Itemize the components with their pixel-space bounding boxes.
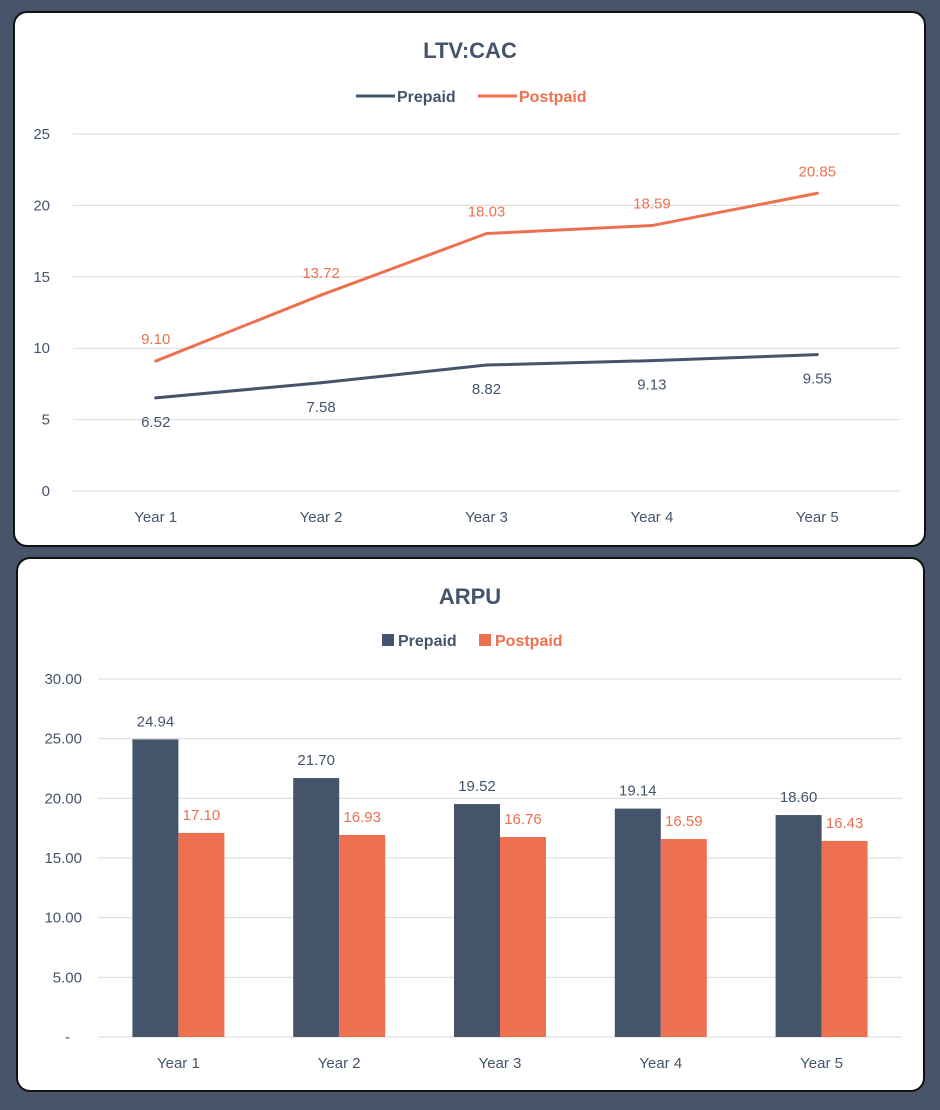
x-tick-label: Year 1 xyxy=(157,1055,200,1072)
y-tick-label: 0 xyxy=(42,483,50,500)
bar-postpaid xyxy=(660,839,707,1037)
data-point xyxy=(650,224,654,228)
data-label: 9.10 xyxy=(141,331,170,348)
data-label: 20.85 xyxy=(799,163,837,180)
x-tick-label: Year 4 xyxy=(639,1055,682,1072)
data-label: 19.14 xyxy=(619,783,657,800)
bar-prepaid xyxy=(293,778,340,1037)
data-point xyxy=(815,353,819,357)
y-tick-label: - xyxy=(65,1029,70,1046)
data-point xyxy=(485,232,488,236)
y-tick-label: 5.00 xyxy=(53,969,82,986)
data-label: 17.10 xyxy=(183,807,221,824)
x-tick-label: Year 3 xyxy=(479,1055,522,1072)
y-tick-label: 5 xyxy=(42,412,50,429)
y-tick-label: 25 xyxy=(33,126,50,143)
y-tick-label: 15.00 xyxy=(44,850,82,867)
x-tick-label: Year 5 xyxy=(796,509,839,526)
data-label: 24.94 xyxy=(137,713,175,730)
ltv-cac-chart: LTV:CAC Prepaid Postpaid 0 5 10 15 20 25 Year … xyxy=(33,38,900,526)
legend-marker-postpaid xyxy=(479,634,491,646)
data-label: 6.52 xyxy=(141,414,170,431)
arpu-chart: ARPU Prepaid Postpaid - 5.00 10.00 15.00 20.… xyxy=(44,584,902,1072)
data-label: 16.93 xyxy=(343,809,381,826)
bar-postpaid xyxy=(339,834,386,1037)
chart-title: LTV:CAC xyxy=(423,38,517,63)
chart-title: ARPU xyxy=(439,584,501,609)
bar-postpaid xyxy=(178,832,225,1037)
data-label: 8.82 xyxy=(472,381,501,398)
data-label: 18.59 xyxy=(633,196,671,213)
data-point xyxy=(650,359,654,363)
legend-marker-prepaid xyxy=(382,634,394,646)
data-label: 18.03 xyxy=(468,204,506,221)
legend-label-postpaid: Postpaid xyxy=(495,633,563,650)
data-label: 9.55 xyxy=(803,371,832,388)
data-label: 7.58 xyxy=(306,399,335,416)
bar-prepaid xyxy=(614,808,661,1037)
data-point xyxy=(485,363,488,367)
x-tick-label: Year 2 xyxy=(318,1055,361,1072)
bar-prepaid xyxy=(132,739,179,1037)
data-label: 16.76 xyxy=(504,811,542,828)
data-point xyxy=(154,396,158,400)
data-label: 21.70 xyxy=(297,752,335,769)
y-tick-label: 20 xyxy=(33,197,50,214)
bar-postpaid xyxy=(821,840,868,1037)
x-tick-label: Year 4 xyxy=(630,509,673,526)
y-tick-label: 30.00 xyxy=(44,671,82,688)
data-label: 9.13 xyxy=(637,377,666,394)
x-tick-label: Year 5 xyxy=(800,1055,843,1072)
legend-label-prepaid: Prepaid xyxy=(397,89,456,106)
data-label: 16.59 xyxy=(665,813,703,830)
y-tick-label: 10.00 xyxy=(44,910,82,927)
data-point xyxy=(319,293,323,297)
plot-area: 0 5 10 15 20 25 Year 1 Year 2 Year 3 Year 4 Year 5… xyxy=(33,126,900,526)
data-point xyxy=(319,381,323,385)
legend: Prepaid Postpaid xyxy=(356,89,587,106)
plot-area: - 5.00 10.00 15.00 20.00 25.00 30.00 Year 1 24.9… xyxy=(44,671,902,1072)
arpu-chart-panel: ARPU Prepaid Postpaid - 5.00 10.00 15.00 20.… xyxy=(16,557,925,1092)
data-label: 19.52 xyxy=(458,778,496,795)
data-label: 13.72 xyxy=(302,265,340,282)
ltv-cac-chart-panel: LTV:CAC Prepaid Postpaid 0 5 10 15 20 25 Year … xyxy=(13,11,926,547)
bar-prepaid xyxy=(775,815,822,1037)
x-tick-label: Year 1 xyxy=(134,509,177,526)
y-tick-label: 10 xyxy=(33,340,50,357)
bar-postpaid xyxy=(500,836,546,1037)
x-tick-label: Year 2 xyxy=(300,509,343,526)
bar-prepaid xyxy=(454,804,500,1037)
legend-label-prepaid: Prepaid xyxy=(398,633,457,650)
y-tick-label: 25.00 xyxy=(44,731,82,748)
y-tick-label: 20.00 xyxy=(44,790,82,807)
legend: Prepaid Postpaid xyxy=(382,633,563,650)
y-tick-label: 15 xyxy=(33,269,50,286)
data-label: 18.60 xyxy=(780,789,818,806)
legend-label-postpaid: Postpaid xyxy=(519,89,587,106)
x-tick-label: Year 3 xyxy=(465,509,508,526)
data-label: 16.43 xyxy=(826,815,864,832)
data-point xyxy=(815,191,819,195)
data-point xyxy=(154,359,158,363)
